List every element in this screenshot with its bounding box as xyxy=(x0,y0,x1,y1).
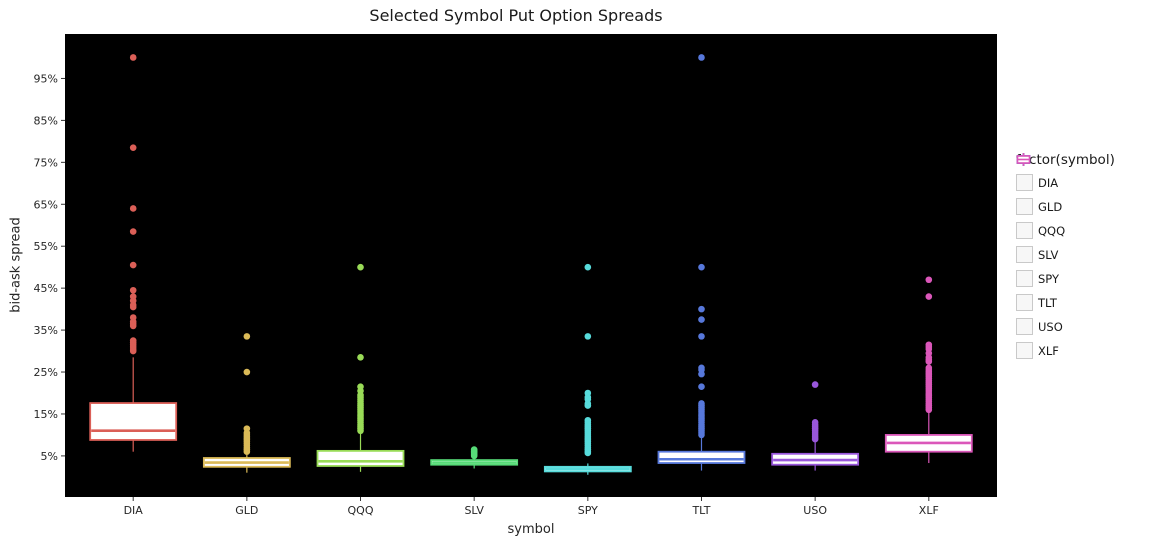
outlier-point xyxy=(584,449,592,457)
legend-entry-SLV: SLV xyxy=(1016,153,1115,263)
y-tick-label: 55% xyxy=(34,240,58,253)
outlier-point xyxy=(698,316,705,323)
legend: factor(symbol) DIA GLD QQQ SLV SPY TLT USO XLF xyxy=(1016,152,1115,366)
outlier-point xyxy=(925,293,933,300)
legend-entry-label: TLT xyxy=(1038,295,1057,310)
y-tick-label: 95% xyxy=(34,72,58,85)
outlier-point xyxy=(698,333,705,340)
outlier-point xyxy=(357,354,364,361)
legend-entry-TLT: TLT xyxy=(1016,153,1115,311)
y-tick-label: 75% xyxy=(34,156,58,169)
outlier-point xyxy=(925,276,933,284)
outlier-point xyxy=(129,228,137,235)
boxplot-TLT xyxy=(657,54,746,471)
y-tick-label: 65% xyxy=(34,198,58,211)
outlier-point xyxy=(698,370,705,378)
x-tick-label: SPY xyxy=(578,504,598,517)
x-tick-label: QQQ xyxy=(348,504,374,517)
legend-entry-SPY: SPY xyxy=(1016,153,1115,287)
boxplot-key-icon xyxy=(1016,153,1033,191)
outlier-point xyxy=(129,54,137,61)
outlier-point xyxy=(129,286,137,294)
x-tick-label: XLF xyxy=(919,504,939,517)
y-tick-label: 85% xyxy=(34,114,58,127)
boxplot-USO xyxy=(771,381,860,471)
outlier-point xyxy=(698,383,705,391)
legend-entry-label: DIA xyxy=(1038,175,1059,190)
y-tick-label: 35% xyxy=(34,324,58,337)
outlier-point xyxy=(129,303,137,311)
boxplot-GLD xyxy=(202,333,291,473)
chart-title: Selected Symbol Put Option Spreads xyxy=(369,6,663,25)
iqr-box xyxy=(316,449,405,467)
outlier-point xyxy=(698,305,705,313)
boxplot-key-icon xyxy=(1016,153,1033,215)
y-tick-label: 45% xyxy=(34,282,58,295)
outlier-point xyxy=(357,263,364,271)
outlier-point xyxy=(129,144,137,151)
x-tick-label: TLT xyxy=(691,504,710,517)
legend-title: factor(symbol) xyxy=(1016,152,1115,168)
boxplot-key-icon xyxy=(1016,153,1033,287)
boxplot-SPY xyxy=(543,263,632,475)
outlier-point xyxy=(243,333,251,340)
legend-entry-USO: USO xyxy=(1016,153,1115,335)
outlier-point xyxy=(129,261,137,269)
outlier-point xyxy=(698,431,705,439)
boxplot-SLV xyxy=(430,446,519,469)
y-tick-label: 15% xyxy=(34,408,58,421)
outlier-point xyxy=(129,322,137,330)
boxplot-key-icon xyxy=(1016,153,1033,335)
legend-entry-label: SLV xyxy=(1038,247,1059,262)
legend-entry-GLD: GLD xyxy=(1016,153,1115,215)
legend-entry-label: SPY xyxy=(1038,271,1060,286)
outlier-point xyxy=(129,205,137,212)
outlier-point xyxy=(811,381,819,388)
boxplot-QQQ xyxy=(316,263,405,472)
x-tick-label: USO xyxy=(803,504,827,517)
y-tick-label: 25% xyxy=(34,366,58,379)
boxplot-key-icon xyxy=(1016,153,1033,359)
outlier-point xyxy=(925,358,933,365)
boxplot-glyph xyxy=(1016,153,1031,166)
outlier-point xyxy=(811,435,819,443)
plot-panel xyxy=(65,34,997,497)
legend-entry-label: QQQ xyxy=(1038,223,1066,238)
boxplot-DIA xyxy=(89,54,178,452)
y-tick-label: 5% xyxy=(41,450,58,463)
boxplot-key-icon xyxy=(1016,153,1033,263)
iqr-box xyxy=(657,450,746,464)
iqr-box xyxy=(89,402,178,441)
outlier-point xyxy=(925,406,933,414)
outlier-point xyxy=(584,402,592,409)
outlier-point xyxy=(698,54,705,61)
outlier-point xyxy=(357,427,364,435)
legend-entry-DIA: DIA xyxy=(1016,153,1115,191)
boxplot-key-icon xyxy=(1016,153,1033,311)
legend-entry-label: USO xyxy=(1038,319,1063,334)
legend-entry-QQQ: QQQ xyxy=(1016,153,1115,239)
outlier-point xyxy=(584,333,592,340)
x-tick-label: DIA xyxy=(124,504,144,517)
boxplot-key-icon xyxy=(1016,153,1033,239)
outlier-point xyxy=(698,263,705,271)
outlier-point xyxy=(470,452,478,460)
x-tick-label: SLV xyxy=(464,504,484,517)
x-tick-label: GLD xyxy=(235,504,258,517)
legend-entry-label: XLF xyxy=(1038,343,1059,358)
legend-entry-XLF: XLF xyxy=(1016,153,1115,359)
outlier-point xyxy=(243,448,251,456)
x-axis-title: symbol xyxy=(507,522,555,537)
outlier-point xyxy=(129,347,137,355)
outlier-point xyxy=(243,368,251,376)
boxplot-XLF xyxy=(884,276,973,464)
legend-entry-label: GLD xyxy=(1038,199,1063,214)
outlier-point xyxy=(584,263,592,271)
